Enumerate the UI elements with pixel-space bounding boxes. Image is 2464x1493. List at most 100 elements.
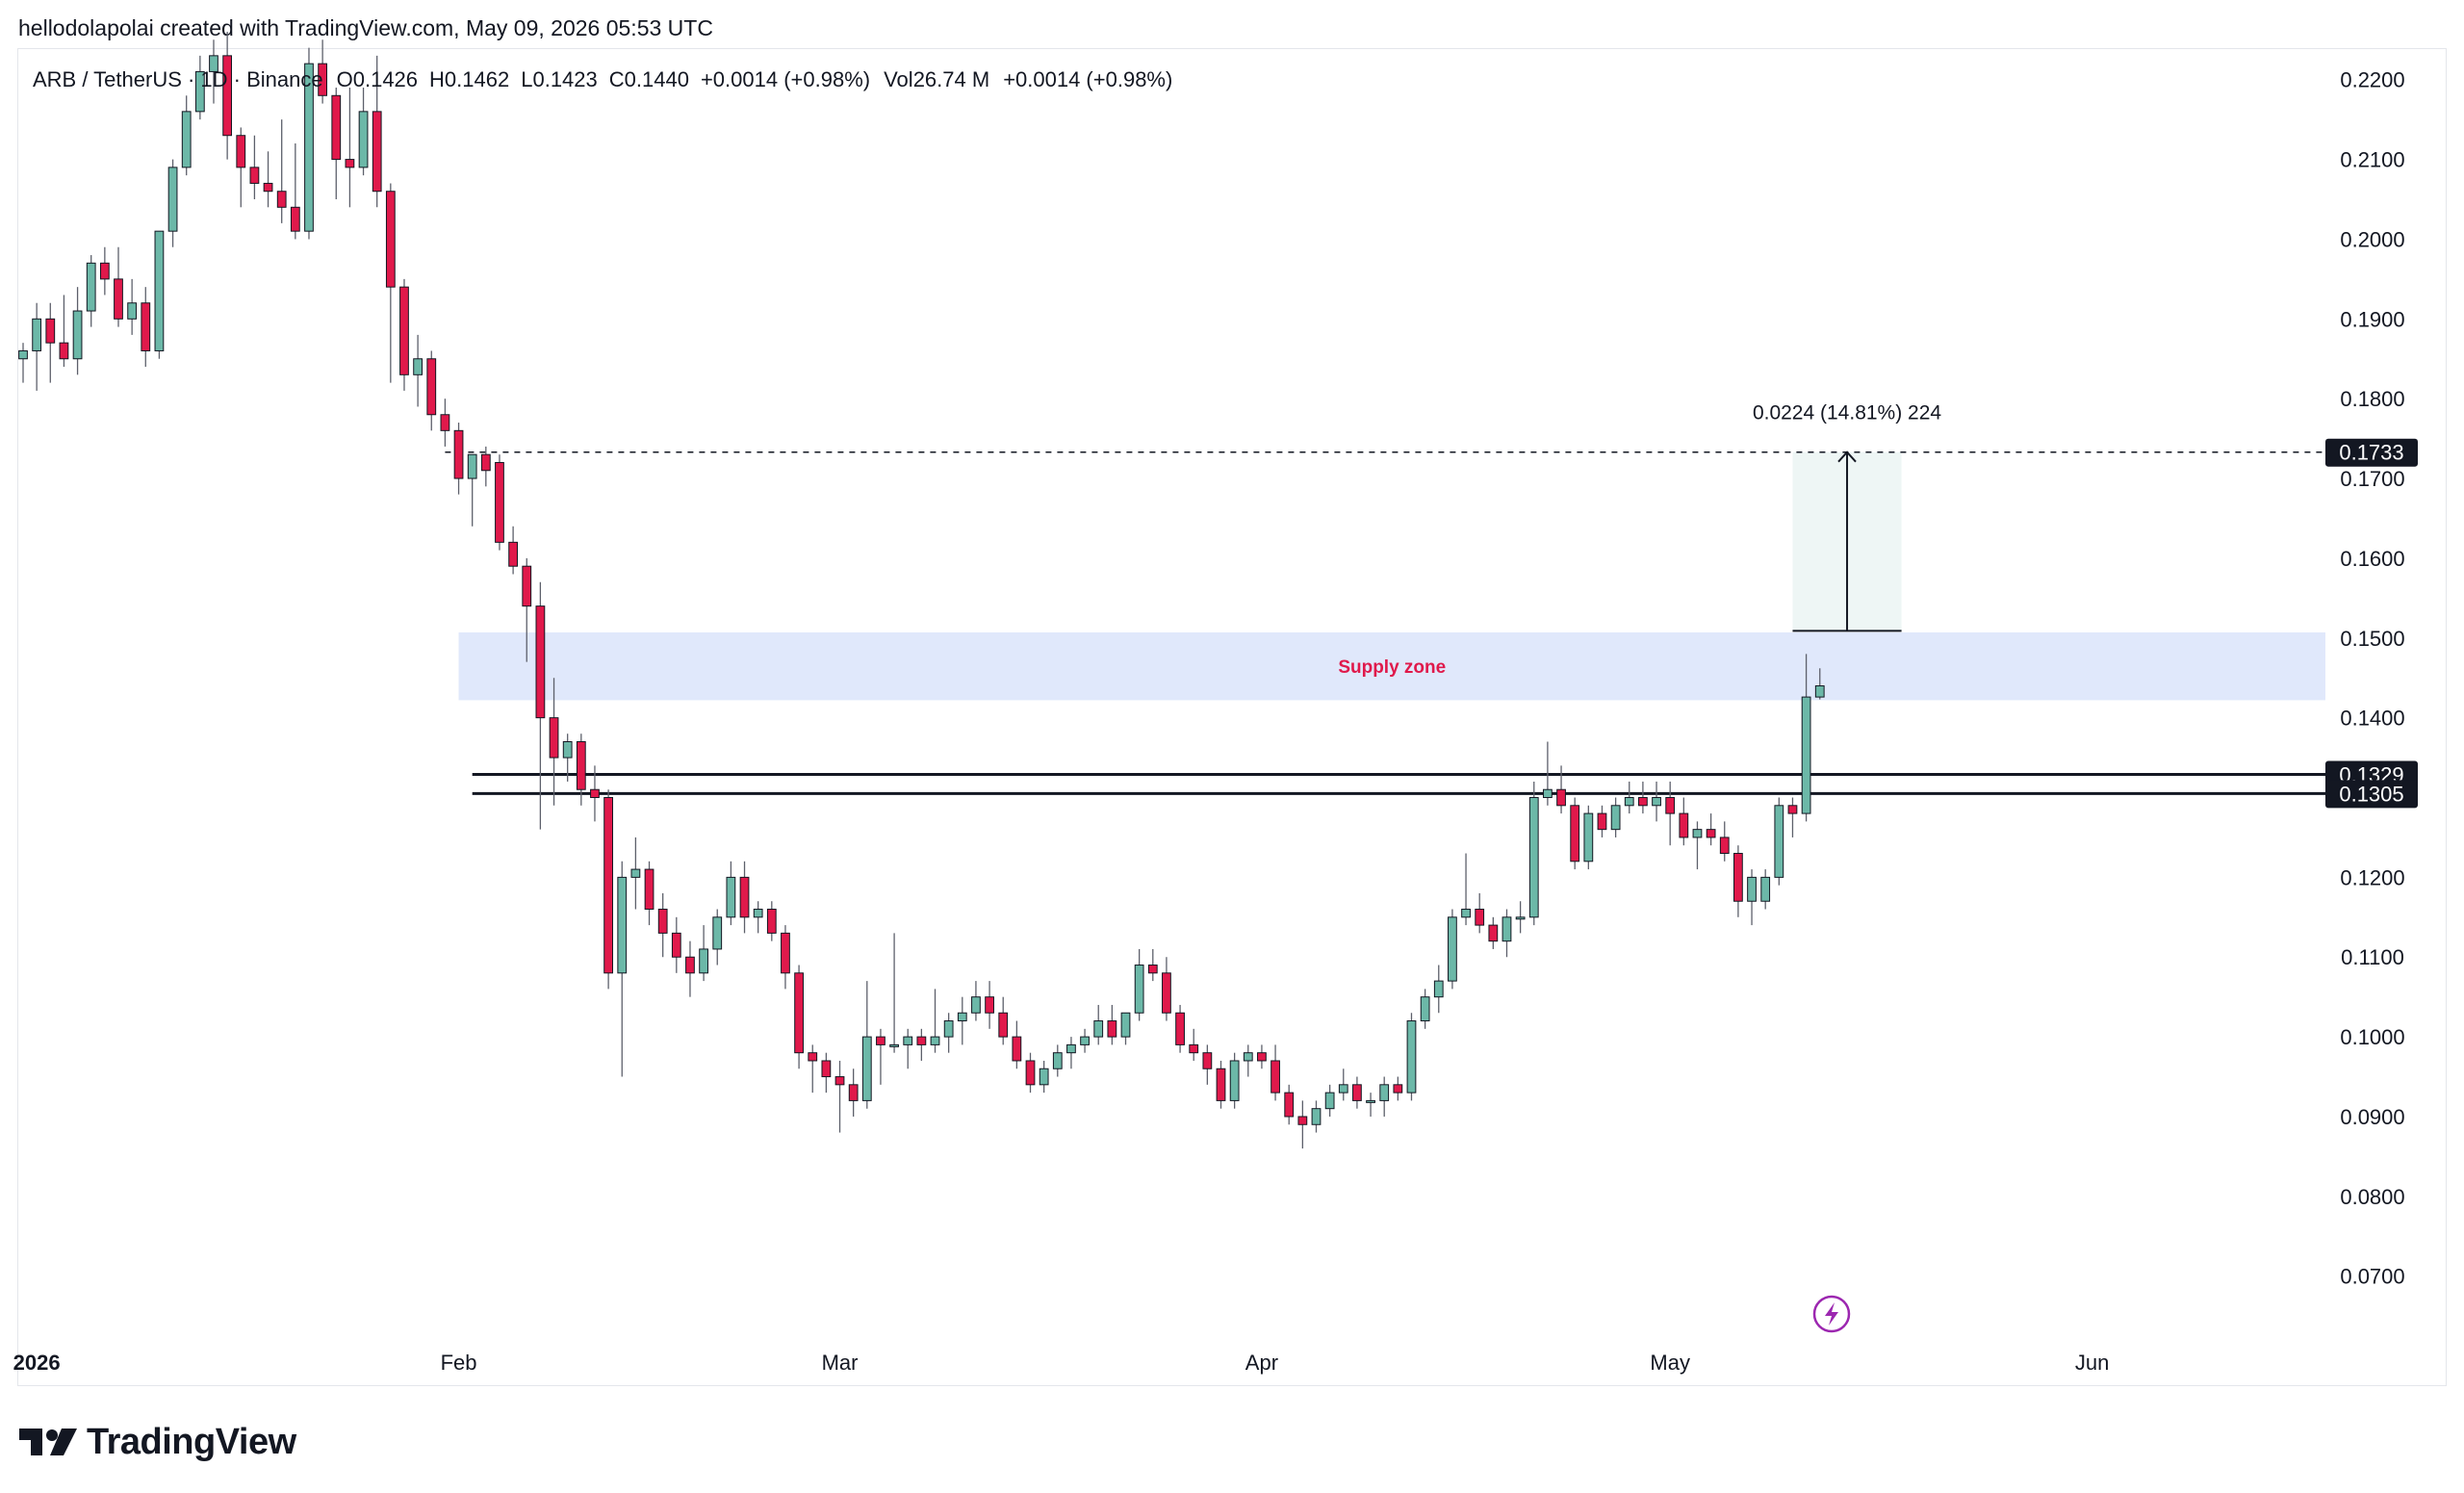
candle	[1433, 965, 1444, 1014]
price-tick-label: 0.1400	[2340, 707, 2404, 731]
candle-body-up	[903, 1036, 913, 1045]
candle	[1134, 948, 1144, 1021]
candle	[1406, 1013, 1417, 1101]
candle	[263, 151, 273, 208]
candle-body-up	[1610, 805, 1621, 831]
candle	[1719, 821, 1730, 862]
candle-body-down	[99, 262, 110, 280]
candle	[1597, 805, 1607, 837]
candle	[1039, 1060, 1049, 1094]
candle-body-down	[876, 1036, 886, 1045]
legend-low-label: L	[521, 67, 532, 91]
time-tick-label: Jun	[2075, 1351, 2109, 1375]
candle-body-up	[861, 1036, 872, 1101]
candle-body-down	[1147, 965, 1158, 974]
candle	[1393, 1076, 1403, 1101]
candle	[1352, 1076, 1362, 1109]
candle-body-down	[399, 286, 409, 375]
candle	[399, 278, 409, 391]
candle	[630, 837, 641, 910]
candle	[426, 350, 437, 431]
candle-body-down	[644, 868, 654, 911]
candle	[1324, 1084, 1335, 1117]
candle	[86, 255, 96, 327]
lightning-bolt-icon[interactable]	[1812, 1295, 1851, 1333]
price-range-measure[interactable]: 0.0224 (14.81%) 224	[1753, 402, 1941, 632]
supply-zone-layer: Supply zone	[458, 631, 2325, 701]
legend-symbol[interactable]: ARB / TetherUS · 1D · Binance	[33, 67, 323, 91]
candle-body-down	[657, 909, 668, 934]
candle-body-up	[1692, 829, 1703, 838]
candle-body-up	[127, 302, 138, 320]
candle-body-up	[1039, 1068, 1049, 1086]
candle	[1774, 797, 1784, 886]
candle	[1515, 901, 1526, 934]
candle	[1366, 1093, 1375, 1117]
candle-body-down	[1719, 837, 1730, 855]
candle	[1461, 853, 1471, 926]
candle	[712, 909, 723, 965]
candle-body-up	[304, 63, 314, 232]
candle	[72, 287, 83, 375]
candle	[1120, 1012, 1131, 1045]
candle-body-up	[167, 167, 178, 232]
candle-body-down	[495, 461, 504, 543]
candle-body-down	[1706, 829, 1716, 838]
candle	[1420, 989, 1430, 1029]
candle	[18, 343, 28, 383]
candle	[861, 981, 872, 1109]
legend-vol: 26.74 M	[913, 67, 990, 91]
candle	[1202, 1044, 1213, 1085]
candle-body-down	[1189, 1043, 1199, 1054]
candle	[1175, 1004, 1185, 1053]
chart-svg: Supply zone 0.0224 (14.81%) 224 0.22000.…	[13, 31, 2418, 1375]
price-tag[interactable]: 0.1305	[2325, 780, 2418, 809]
candle	[331, 88, 342, 200]
candle-body-down	[821, 1060, 832, 1078]
candle-body-down	[1570, 805, 1580, 862]
price-tick-label: 0.0900	[2340, 1105, 2404, 1129]
supply-zone-rect[interactable]	[458, 631, 2325, 701]
candle-body-down	[249, 167, 260, 184]
candle-body-up	[1134, 965, 1144, 1014]
candle-body-down	[522, 565, 532, 607]
price-axis[interactable]: 0.2200 0.2100 0.2000 0.1900 0.1800 0.1700 0.16…	[2340, 68, 2404, 1289]
candle	[1052, 1044, 1063, 1077]
supply-zone-label: Supply zone	[1338, 657, 1446, 678]
candle	[1080, 1028, 1090, 1053]
candle-body-down	[576, 741, 586, 790]
candle	[821, 1052, 832, 1094]
candle-body-up	[1338, 1084, 1348, 1094]
candle-body-down	[508, 541, 518, 567]
tradingview-logo-text: TradingView	[87, 1421, 296, 1462]
candle-body-down	[1488, 924, 1499, 942]
candle	[876, 1028, 886, 1085]
candle-body-down	[1284, 1092, 1295, 1118]
candle	[1760, 869, 1771, 910]
candle	[1229, 1052, 1240, 1109]
candle-body-up	[562, 741, 573, 759]
candle-body-down	[426, 358, 437, 416]
candle-body-down	[1297, 1116, 1308, 1125]
tradingview-logo[interactable]: TradingView	[19, 1421, 296, 1462]
candle	[739, 861, 750, 934]
candle-body-up	[1528, 797, 1539, 918]
candle-body-up	[1066, 1043, 1076, 1054]
candle	[943, 1013, 954, 1053]
header-credit: hellodolapolai created with TradingView.…	[18, 15, 713, 40]
price-tick-label: 0.0800	[2340, 1185, 2404, 1209]
price-tick-label: 0.2000	[2340, 227, 2404, 251]
candle	[1107, 1004, 1117, 1045]
candle	[249, 135, 260, 200]
candle	[971, 981, 981, 1021]
candle	[766, 901, 777, 941]
candle	[1543, 741, 1553, 806]
candle-body-up	[1080, 1036, 1090, 1045]
candle-body-up	[617, 876, 628, 974]
candle-body-down	[1257, 1052, 1267, 1062]
candle-body-down	[590, 788, 600, 799]
candle	[1747, 869, 1757, 926]
price-tag[interactable]: 0.1733	[2325, 438, 2418, 467]
candle-body-down	[1162, 972, 1171, 1014]
time-axis[interactable]: 2026 Feb Mar Apr May Jun	[13, 1351, 2110, 1375]
